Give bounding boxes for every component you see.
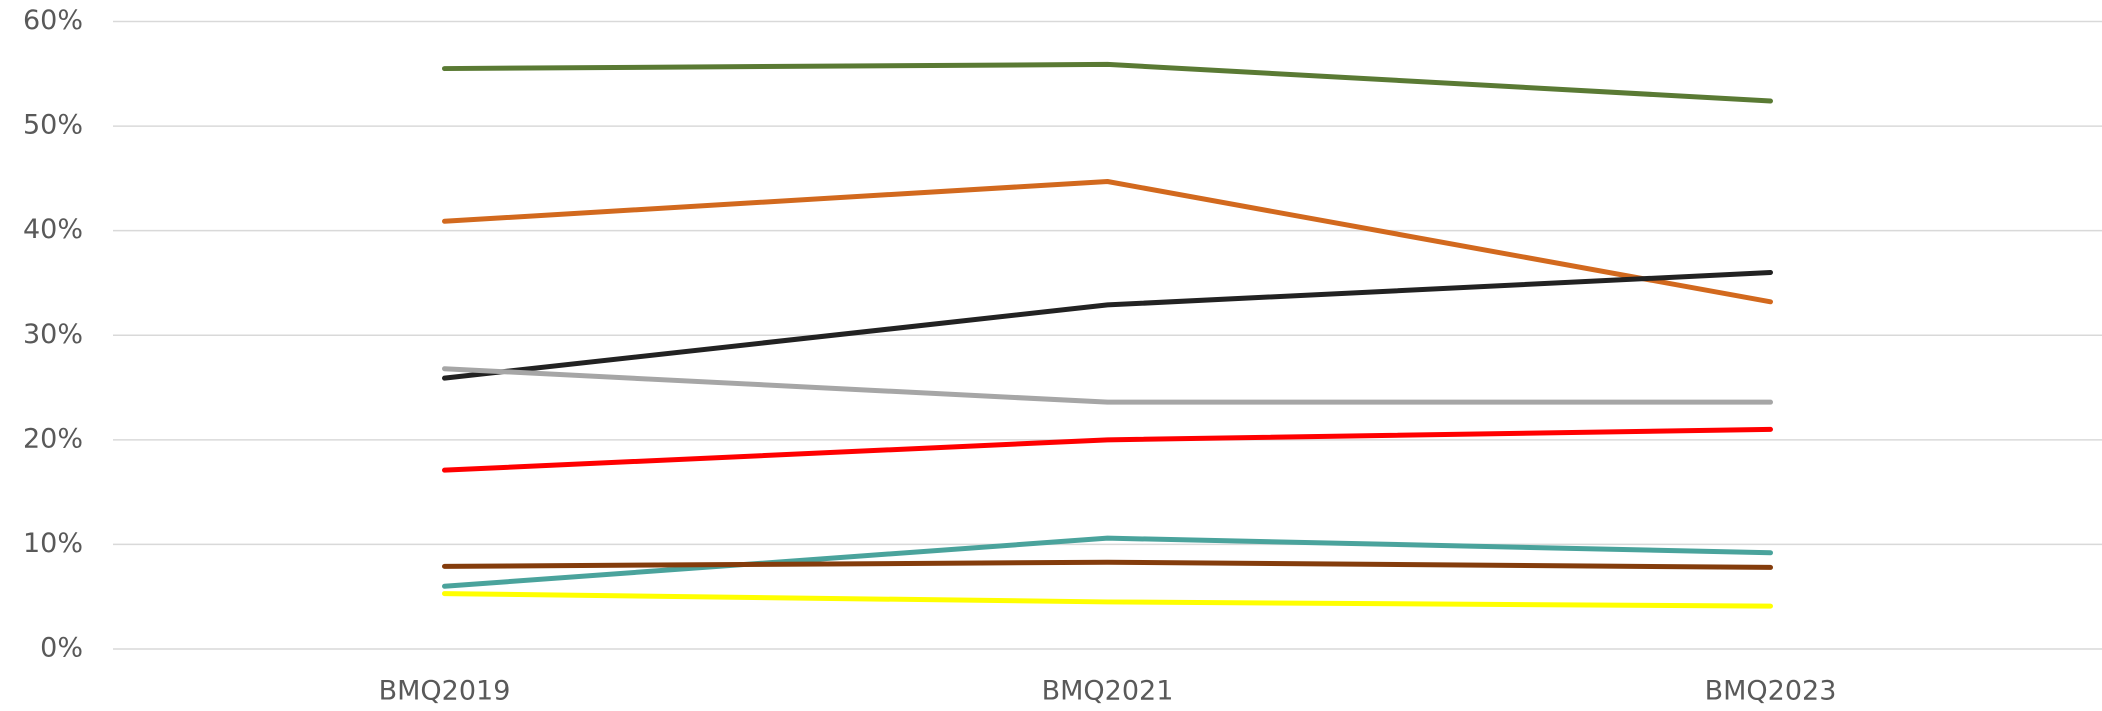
x-tick-label: BMQ2023 bbox=[1705, 676, 1837, 707]
series-line bbox=[442, 61, 1773, 104]
series-line bbox=[442, 179, 1773, 305]
series-line bbox=[442, 366, 1773, 405]
y-tick-label: 40% bbox=[23, 214, 83, 245]
series-line bbox=[442, 559, 1773, 570]
y-tick-label: 0% bbox=[40, 633, 83, 664]
series-line bbox=[442, 535, 1773, 589]
series-line bbox=[442, 426, 1773, 473]
x-tick-label: BMQ2021 bbox=[1042, 676, 1174, 707]
series-line bbox=[442, 270, 1773, 381]
series-line bbox=[442, 591, 1773, 609]
y-tick-label: 20% bbox=[23, 423, 83, 454]
y-tick-label: 10% bbox=[23, 528, 83, 559]
y-tick-label: 60% bbox=[23, 5, 83, 36]
x-tick-label: BMQ2019 bbox=[379, 676, 511, 707]
y-tick-label: 50% bbox=[23, 110, 83, 141]
y-tick-label: 30% bbox=[23, 319, 83, 350]
